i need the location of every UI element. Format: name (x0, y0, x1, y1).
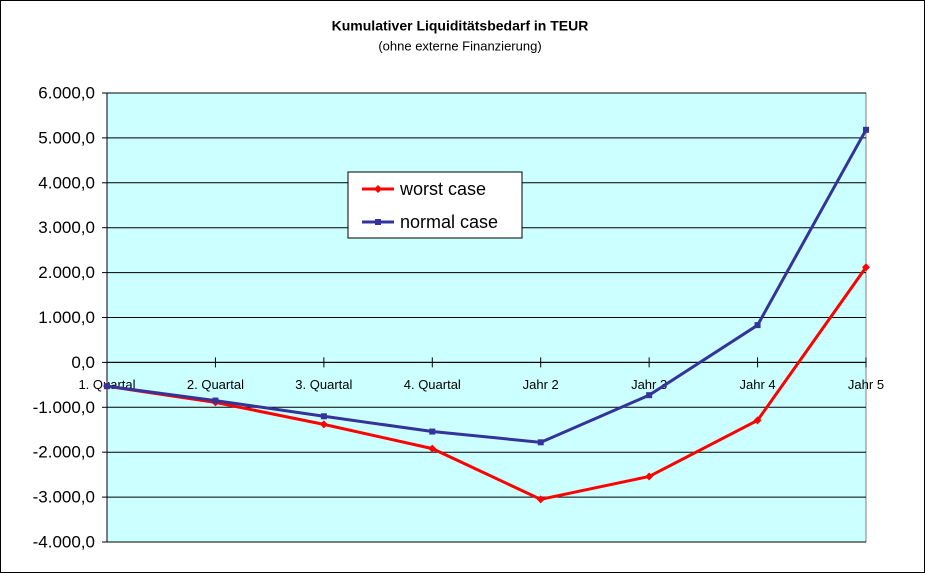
y-tick-label: 5.000,0 (38, 128, 95, 147)
point-marker (428, 444, 437, 453)
y-tick-label: -3.000,0 (33, 488, 95, 507)
chart-subtitle: (ohne externe Finanzierung) (378, 38, 541, 53)
point-marker (753, 416, 762, 425)
x-tick-label: Jahr 2 (523, 377, 559, 392)
point-marker (646, 392, 653, 399)
series-line (106, 266, 868, 501)
x-tick-label: 4. Quartal (404, 377, 461, 392)
x-tick-label: Jahr 5 (848, 377, 884, 392)
point-marker (862, 263, 870, 272)
series-line (106, 129, 868, 444)
y-tick-label: 1.000,0 (38, 308, 95, 327)
y-tick-label: 2.000,0 (38, 263, 95, 282)
point-marker (536, 495, 545, 504)
y-tick-label: 0,0 (71, 353, 95, 372)
y-tick-label: 6.000,0 (38, 83, 95, 102)
point-marker (320, 413, 327, 420)
y-tick-label: -4.000,0 (33, 532, 95, 551)
x-tick-label: Jahr 4 (740, 377, 776, 392)
x-tick-label: 3. Quartal (295, 377, 352, 392)
x-tick-label: Jahr 3 (631, 377, 667, 392)
point-marker (645, 472, 654, 481)
point-marker (212, 397, 219, 404)
point-marker (537, 439, 544, 446)
point-marker (429, 428, 436, 435)
y-tick-label: 4.000,0 (38, 173, 95, 192)
chart-title: Kumulativer Liquiditätsbedarf in TEUR (332, 18, 589, 34)
y-tick-label: -1.000,0 (33, 398, 95, 417)
y-tick-label: 3.000,0 (38, 218, 95, 237)
legend-box (347, 171, 523, 239)
point-marker (104, 383, 110, 390)
x-tick-label: 2. Quartal (187, 377, 244, 392)
point-marker (319, 420, 328, 429)
point-marker (863, 126, 869, 133)
y-tick-label: -2.000,0 (33, 443, 95, 462)
point-marker (375, 219, 381, 225)
legend-label: normal case (400, 212, 498, 232)
legend-label: worst case (399, 179, 486, 199)
point-marker (754, 322, 761, 329)
point-marker (374, 185, 382, 193)
